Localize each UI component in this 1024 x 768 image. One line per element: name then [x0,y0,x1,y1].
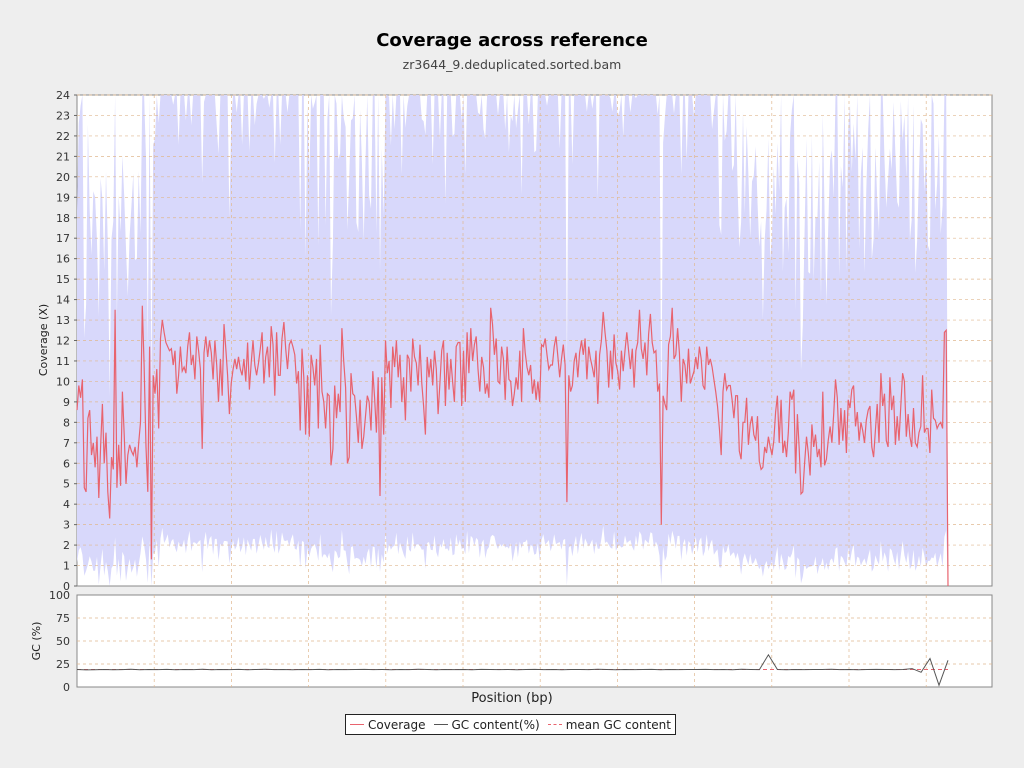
coverage-series-line [76,305,949,587]
coverage-y-tick-label: 11 [56,355,70,368]
coverage-line [76,305,949,587]
coverage-y-tick-label: 23 [56,109,70,122]
gc-y-tick-label: 100 [49,589,70,602]
coverage-y-tick-label: 17 [56,232,70,245]
coverage-y-tick-label: 24 [56,89,70,102]
coverage-y-tick-label: 22 [56,130,70,143]
gc-grid [77,595,992,687]
coverage-y-tick-label: 6 [63,457,70,470]
gc-y-tick-label: 50 [56,635,70,648]
coverage-y-tick-label: 12 [56,335,70,348]
coverage-y-tick-label: 16 [56,253,70,266]
coverage-y-tick-label: 1 [63,560,70,573]
legend-item-mean-gc: mean GC content [547,717,671,732]
legend-label-coverage: Coverage [368,717,426,732]
coverage-y-tick-label: 19 [56,191,70,204]
coverage-y-tick-label: 0 [63,580,70,593]
legend-swatch-mean-gc [547,724,562,725]
legend-swatch-gc [433,724,448,725]
coverage-y-tick-label: 8 [63,416,70,429]
gc-series-line [76,653,949,687]
x-axis-label: Position (bp) [471,691,553,706]
coverage-grid [77,94,992,586]
coverage-y-tick-label: 3 [63,519,70,532]
coverage-y-tick-label: 5 [63,478,70,491]
chart-subtitle: zr3644_9.deduplicated.sorted.bam [402,57,622,72]
coverage-y-tick-label: 14 [56,294,70,307]
coverage-y-tick-label: 20 [56,171,70,184]
legend-item-gc: GC content(%) [433,717,540,732]
gc-y-ticks: 0 25 50 75 100 [49,589,70,694]
coverage-y-tick-label: 7 [63,437,70,450]
legend-label-gc: GC content(%) [451,717,540,732]
coverage-y-tick-label: 18 [56,212,70,225]
coverage-y-tick-label: 13 [56,314,70,327]
legend-swatch-coverage [350,724,364,725]
coverage-y-tick-label: 21 [56,150,70,163]
coverage-y-tick-label: 10 [56,375,70,388]
legend-label-mean-gc: mean GC content [565,717,671,732]
coverage-y-tick-label: 15 [56,273,70,286]
coverage-y-tick-label: 9 [63,396,70,409]
gc-y-tick-label: 75 [56,612,70,625]
gc-y-tick-label: 25 [56,658,70,671]
chart-title: Coverage across reference [376,30,648,51]
legend-item-coverage: Coverage [350,718,426,732]
gc-line [76,653,949,687]
gc-y-tick-label: 0 [63,681,70,694]
coverage-y-tick-label: 2 [63,539,70,552]
legend: Coverage GC content(%) mean GC content [345,714,676,735]
coverage-y-axis-label: Coverage (X) [37,304,50,376]
gc-y-axis-label: GC (%) [30,622,43,661]
coverage-y-tick-label: 4 [63,498,70,511]
